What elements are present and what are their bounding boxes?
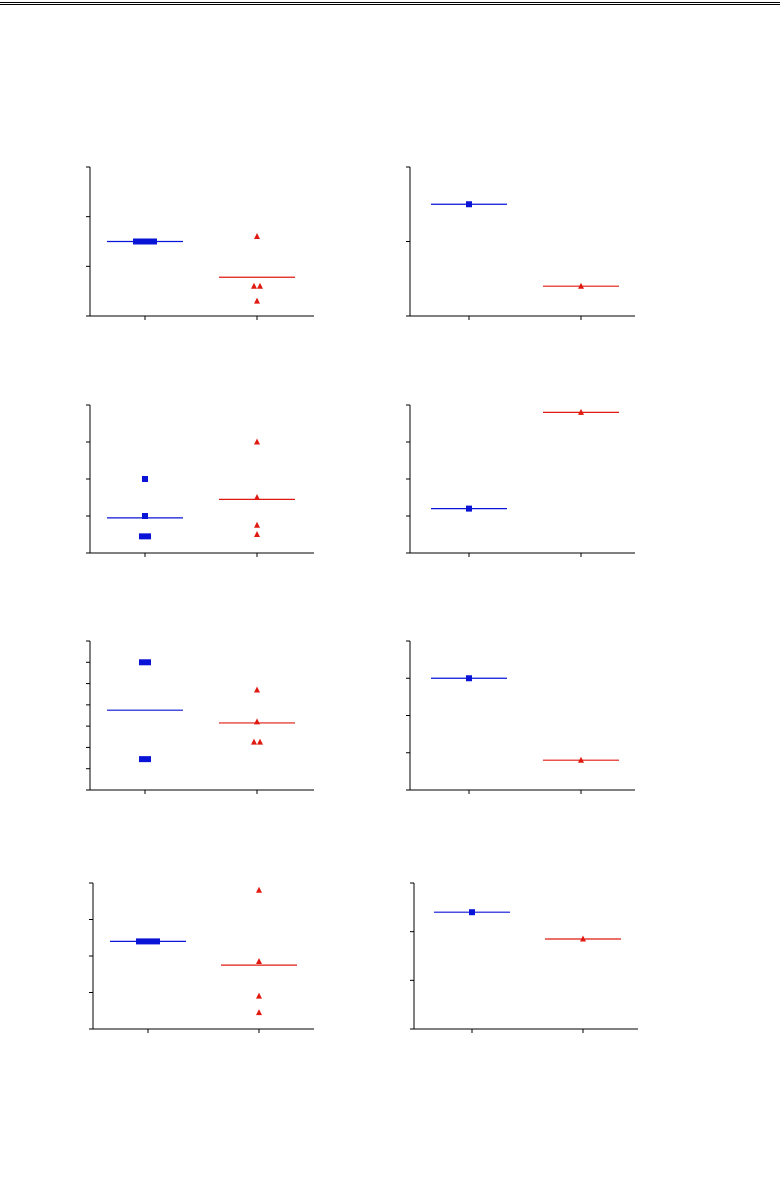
red-triangle-point (254, 531, 260, 537)
chart-panel-3 (86, 404, 314, 557)
blue-square-point (142, 476, 148, 482)
blue-square-point (139, 238, 145, 245)
red-triangle-point (254, 521, 260, 528)
red-triangle-point (578, 756, 584, 763)
blue-square-point (133, 238, 139, 245)
blue-square-point (139, 533, 145, 540)
blue-square-point (139, 659, 145, 666)
red-triangle-point (257, 282, 263, 289)
red-triangle-point (257, 738, 263, 745)
red-triangle-point (578, 282, 584, 289)
chart-panel-5 (86, 640, 314, 794)
blue-square-point (466, 675, 472, 682)
red-triangle-point (256, 886, 262, 893)
top-rule (0, 2, 780, 5)
blue-square-point (142, 513, 148, 519)
blue-square-point (145, 756, 151, 763)
blue-square-point (139, 756, 145, 763)
blue-square-point (151, 238, 157, 245)
chart-panel-7 (89, 882, 314, 1033)
blue-square-point (466, 505, 472, 512)
red-triangle-point (254, 297, 260, 304)
blue-square-point (148, 938, 154, 945)
red-triangle-point (254, 438, 260, 445)
red-triangle-point (578, 408, 584, 415)
chart-panel-6 (406, 640, 635, 794)
blue-square-point (154, 938, 160, 945)
red-triangle-point (256, 992, 262, 999)
red-triangle-point (254, 686, 260, 693)
red-triangle-point (254, 494, 260, 500)
red-triangle-point (256, 1009, 262, 1016)
blue-square-point (145, 238, 151, 245)
red-triangle-point (254, 233, 260, 240)
chart-panel-2 (406, 166, 635, 320)
red-triangle-point (254, 718, 260, 725)
blue-square-point (145, 533, 151, 540)
red-triangle-point (251, 738, 257, 745)
red-triangle-point (256, 957, 262, 964)
chart-panel-1 (86, 166, 314, 320)
red-triangle-point (580, 935, 586, 942)
chart-panel-4 (406, 404, 635, 557)
blue-square-point (145, 659, 151, 666)
chart-panel-8 (410, 882, 638, 1033)
blue-square-point (136, 938, 142, 945)
blue-square-point (469, 909, 475, 916)
blue-square-point (142, 938, 148, 945)
blue-square-point (466, 201, 472, 208)
red-triangle-point (251, 282, 257, 289)
